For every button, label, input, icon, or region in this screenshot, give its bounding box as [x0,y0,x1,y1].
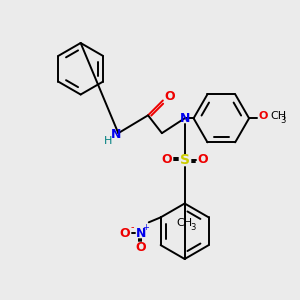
Text: O: O [164,90,175,103]
Text: S: S [180,153,190,167]
Text: O: O [259,111,268,121]
Text: +: + [142,223,149,232]
Text: -: - [130,222,134,232]
Text: O: O [120,227,130,240]
Text: H: H [104,136,112,146]
Text: 3: 3 [190,223,195,232]
Text: O: O [197,153,208,167]
Text: CH: CH [177,218,193,228]
Text: CH: CH [271,111,287,121]
Text: N: N [179,112,190,125]
Text: O: O [161,153,172,167]
Text: N: N [136,227,146,240]
Text: 3: 3 [281,116,286,125]
Text: N: N [111,128,122,141]
Text: O: O [136,241,146,254]
